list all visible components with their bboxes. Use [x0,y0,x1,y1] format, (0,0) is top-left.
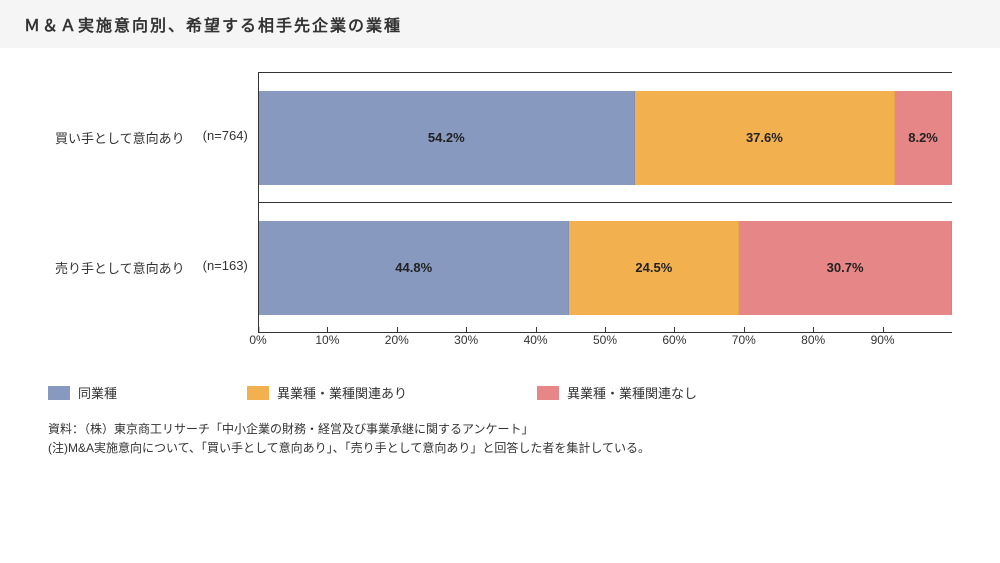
x-axis: 0%10%20%30%40%50%60%70%80%90% [258,333,952,361]
row-n: (n=764) [203,128,248,147]
segment-value: 54.2% [428,130,465,145]
chart-title: Ｍ＆Ａ実施意向別、希望する相手先企業の業種 [0,0,1000,48]
legend-label: 異業種・業種関連なし [567,383,697,402]
x-tick: 30% [454,333,478,347]
bar-segment-none: 30.7% [739,221,952,315]
bar-segment-same: 44.8% [259,221,569,315]
chart-container: 買い手として意向あり (n=764) 54.2% 37.6% 8.2% 売り手として意向あ… [0,48,1000,369]
segment-value: 8.2% [908,130,938,145]
bar-segment-same: 54.2% [259,91,635,185]
bar-wrap: 44.8% 24.5% 30.7% [259,202,952,333]
bar-wrap: 54.2% 37.6% 8.2% [259,72,952,203]
segment-value: 44.8% [395,260,432,275]
segment-value: 30.7% [827,260,864,275]
row-label: 売り手として意向あり (n=163) [49,258,249,277]
legend-label: 同業種 [78,383,117,402]
legend: 同業種 異業種・業種関連あり 異業種・業種関連なし [48,383,952,402]
x-tick-label: 90% [871,333,895,347]
x-tick: 90% [871,333,895,347]
note-line: (注)M&A実施意向について、「買い手として意向あり」、「売り手として意向あり」… [48,439,952,458]
bar-segment-related: 24.5% [569,221,739,315]
row-label: 買い手として意向あり (n=764) [49,128,249,147]
chart-area: 買い手として意向あり (n=764) 54.2% 37.6% 8.2% 売り手として意向あ… [48,72,952,361]
plot-region: 買い手として意向あり(n=764)54.2%37.6%8.2%売り手として意向あ… [258,72,952,333]
x-tick-label: 0% [249,333,266,347]
stacked-bar: 44.8% 24.5% 30.7% [259,221,952,315]
segment-value: 24.5% [635,260,672,275]
x-tick-label: 30% [454,333,478,347]
chart-row: 売り手として意向あり(n=163)44.8%24.5%30.7% [259,202,952,332]
x-tick-label: 50% [593,333,617,347]
bar-segment-related: 37.6% [635,91,896,185]
stacked-bar: 54.2% 37.6% 8.2% [259,91,952,185]
bar-segment-none: 8.2% [895,91,952,185]
x-tick: 20% [385,333,409,347]
x-tick: 10% [315,333,339,347]
row-category: 売り手として意向あり [55,258,185,277]
legend-swatch [537,386,559,400]
legend-item-related: 異業種・業種関連あり [247,383,407,402]
row-category: 買い手として意向あり [55,128,185,147]
chart-row: 買い手として意向あり(n=764)54.2%37.6%8.2% [259,72,952,202]
legend-swatch [247,386,269,400]
legend-item-same: 同業種 [48,383,117,402]
x-tick: 0% [249,333,266,347]
footnotes: 資料：（株）東京商工リサーチ「中小企業の財務・経営及び事業承継に関するアンケート… [48,420,952,458]
x-tick: 50% [593,333,617,347]
x-tick: 70% [732,333,756,347]
x-tick-label: 60% [662,333,686,347]
x-tick: 40% [524,333,548,347]
x-tick-label: 70% [732,333,756,347]
x-tick: 60% [662,333,686,347]
x-tick-label: 80% [801,333,825,347]
x-tick-label: 20% [385,333,409,347]
x-tick-label: 10% [315,333,339,347]
row-n: (n=163) [203,258,248,277]
legend-swatch [48,386,70,400]
legend-item-none: 異業種・業種関連なし [537,383,697,402]
x-tick: 80% [801,333,825,347]
source-line: 資料：（株）東京商工リサーチ「中小企業の財務・経営及び事業承継に関するアンケート… [48,420,952,439]
segment-value: 37.6% [746,130,783,145]
legend-label: 異業種・業種関連あり [277,383,407,402]
x-tick-label: 40% [524,333,548,347]
